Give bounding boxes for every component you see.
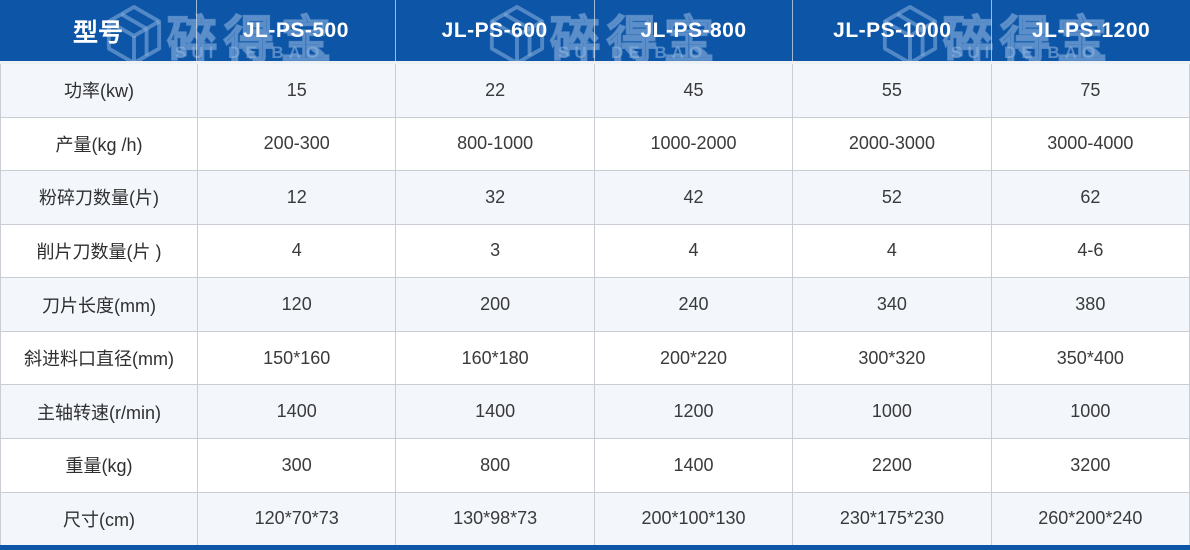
spec-value-cell: 230*175*230 (793, 492, 992, 546)
table-row-chip-blades: 削片刀数量(片 ) 4 3 4 4 4-6 (0, 224, 1190, 279)
spec-value-cell: 150*160 (198, 331, 397, 385)
spec-value-cell: 45 (595, 64, 794, 117)
model-header-jl-ps-1000: JL-PS-1000 (793, 0, 993, 61)
spec-value-cell: 22 (396, 64, 595, 117)
spec-value-cell: 800 (396, 438, 595, 492)
row-label: 削片刀数量(片 ) (1, 224, 198, 278)
spec-value-cell: 260*200*240 (1038, 508, 1143, 529)
spec-value-cell: 1000 (793, 385, 992, 438)
spec-value-cell: 4-6 (1077, 240, 1104, 261)
spec-value-cell: 12 (198, 171, 397, 224)
spec-value-cell: 800-1000 (396, 117, 595, 171)
table-row-spindle-speed: 主轴转速(r/min) 1400 1400 1200 1000 1000 (0, 385, 1190, 439)
spec-value-cell: 1200 (595, 385, 794, 438)
row-label: 产量(kg /h) (1, 117, 198, 171)
model-header-jl-ps-800: JL-PS-800 (595, 0, 794, 61)
spec-value-cell: 200*220 (595, 331, 794, 385)
row-label: 尺寸(cm) (1, 492, 198, 546)
model-header-jl-ps-500: JL-PS-500 (197, 0, 396, 61)
spec-value-cell: 120 (198, 278, 397, 331)
spec-value-cell: 200*100*130 (595, 492, 794, 546)
model-header-jl-ps-1200: JL-PS-1200 (1031, 18, 1151, 42)
row-label: 斜进料口直径(mm) (1, 331, 198, 385)
spec-value-cell: 1000-2000 (595, 117, 794, 171)
spec-value-cell: 4 (595, 224, 794, 278)
spec-value-cell: 42 (595, 171, 794, 224)
spec-value-cell: 15 (198, 64, 397, 117)
model-header-jl-ps-600: JL-PS-600 (396, 0, 595, 61)
table-row-blade-length: 刀片长度(mm) 120 200 240 340 380 (0, 278, 1190, 332)
spec-value-cell: 120*70*73 (198, 492, 397, 546)
spec-value-cell: 4 (793, 224, 992, 278)
spec-value-cell: 300*320 (793, 331, 992, 385)
bottom-accent-bar (0, 545, 1190, 550)
row-label: 刀片长度(mm) (1, 278, 198, 331)
spec-value-cell: 2000-3000 (793, 117, 992, 171)
spec-value-cell: 340 (793, 278, 992, 331)
spec-value-cell: 380 (1075, 294, 1106, 315)
spec-value-cell: 1400 (595, 438, 794, 492)
spec-value-cell: 200-300 (198, 117, 397, 171)
spec-value-cell: 300 (198, 438, 397, 492)
spec-value-cell: 62 (1080, 186, 1101, 207)
spec-value-cell: 160*180 (396, 331, 595, 385)
spec-value-cell: 130*98*73 (396, 492, 595, 546)
corner-header-model: 型号 (0, 0, 197, 61)
spec-value-cell: 3200 (1070, 454, 1111, 475)
spec-value-cell: 1400 (198, 385, 397, 438)
spec-value-cell: 3 (396, 224, 595, 278)
table-row-weight: 重量(kg) 300 800 1400 2200 3200 (0, 438, 1190, 493)
spec-value-cell: 200 (396, 278, 595, 331)
table-body: 功率(kw) 15 22 45 55 75 产量(kg /h) 200-300 … (0, 64, 1190, 546)
spec-value-cell: 52 (793, 171, 992, 224)
spec-value-cell: 3000-4000 (1047, 133, 1134, 154)
row-label: 重量(kg) (1, 438, 198, 492)
row-label: 粉碎刀数量(片) (1, 171, 198, 224)
spec-value-cell: 75 (1080, 79, 1101, 100)
spec-value-cell: 32 (396, 171, 595, 224)
table-row-inlet-diameter: 斜进料口直径(mm) 150*160 160*180 200*220 300*3… (0, 331, 1190, 386)
spec-value-cell: 240 (595, 278, 794, 331)
spec-value-cell: 55 (793, 64, 992, 117)
spec-value-cell: 350*400 (1056, 347, 1124, 368)
spec-value-cell: 1400 (396, 385, 595, 438)
row-label: 功率(kw) (1, 64, 198, 117)
table-row-crush-blades: 粉碎刀数量(片) 12 32 42 52 62 (0, 171, 1190, 225)
spec-value-cell: 1000 (1070, 401, 1111, 422)
table-row-dimensions: 尺寸(cm) 120*70*73 130*98*73 200*100*130 2… (0, 492, 1190, 546)
table-header-row: 碎得宝 SUI DE BAO 碎得宝 SUI DE BAO (0, 0, 1190, 64)
spec-value-cell: 2200 (793, 438, 992, 492)
row-label: 主轴转速(r/min) (1, 385, 198, 438)
spec-value-cell: 4 (198, 224, 397, 278)
table-row-output: 产量(kg /h) 200-300 800-1000 1000-2000 200… (0, 117, 1190, 172)
table-row-power: 功率(kw) 15 22 45 55 75 (0, 64, 1190, 118)
